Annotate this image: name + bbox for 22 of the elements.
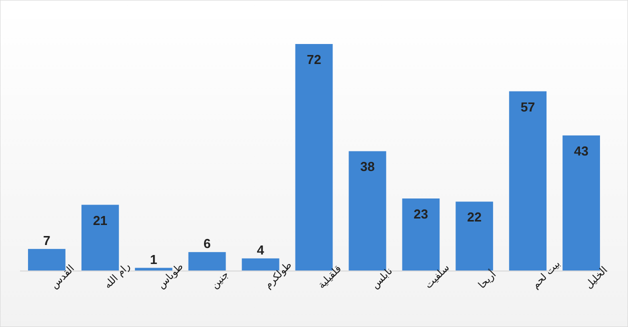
x-tick-label: نابلس <box>370 266 396 292</box>
x-tick-label: رام الله <box>102 260 133 292</box>
data-label: 57 <box>520 99 536 114</box>
x-tick-label: طولكرم <box>262 260 294 292</box>
x-tick-label: أريحا <box>475 268 499 292</box>
x-tick-label: طوباس <box>156 261 186 292</box>
data-label: 1 <box>150 252 158 267</box>
data-label: 21 <box>92 212 108 228</box>
data-label: 22 <box>467 210 482 225</box>
data-label: 7 <box>43 232 50 248</box>
data-label: 43 <box>574 143 589 158</box>
x-tick-label: بيت لحم <box>530 258 563 292</box>
data-label: 72 <box>306 52 322 67</box>
x-tick-label: قلقيلية <box>316 263 344 292</box>
data-label: 38 <box>360 159 375 174</box>
x-tick-label: الخليل <box>584 264 610 292</box>
data-label: 6 <box>203 236 211 252</box>
x-tick-label: سلفيت <box>423 262 452 292</box>
data-label: 23 <box>414 206 428 222</box>
x-tick-label: جنين <box>209 269 232 292</box>
x-tick-label: القدس <box>49 263 77 292</box>
data-label: 4 <box>256 242 265 258</box>
